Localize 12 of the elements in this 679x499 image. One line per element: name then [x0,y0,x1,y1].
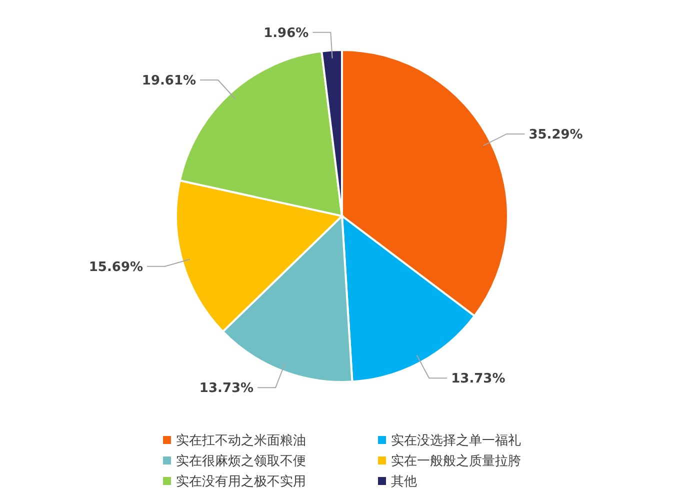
legend-label: 实在没有用之极不实用 [176,474,306,490]
legend-label: 实在很麻烦之领取不便 [176,454,306,470]
data-label: 35.29% [528,127,583,142]
data-label: 15.69% [88,260,144,275]
data-label: 19.61% [142,74,196,89]
data-label: 13.73% [451,372,506,387]
data-label: 1.96% [264,26,309,41]
legend-label: 实在没选择之单一福礼 [391,434,521,449]
data-label: 13.73% [199,381,254,396]
legend-label: 其他 [391,474,417,490]
legend-label: 实在一般般之质量拉胯 [391,454,521,470]
legend-label: 实在扛不动之米面粮油 [176,434,306,449]
